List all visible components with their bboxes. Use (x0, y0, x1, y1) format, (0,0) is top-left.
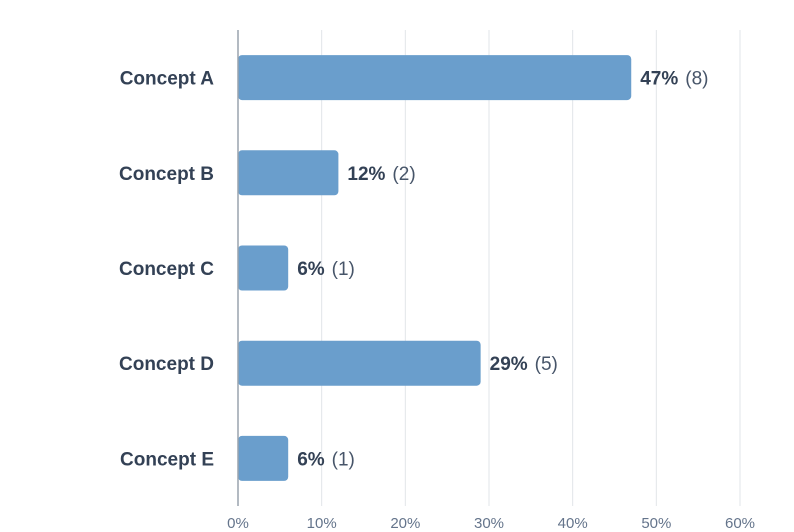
x-tick-label: 0% (227, 515, 249, 532)
x-tick-label: 40% (558, 515, 588, 532)
value-percent: 12% (347, 164, 385, 185)
value-percent: 29% (490, 354, 528, 375)
value-label: 29% (5) (490, 354, 558, 375)
x-tick-label: 20% (390, 515, 420, 532)
value-count: (1) (332, 259, 355, 280)
category-label: Concept A (120, 69, 215, 90)
value-count: (8) (685, 69, 708, 90)
category-label: Concept B (119, 164, 214, 185)
bar (238, 55, 632, 101)
x-tick-label: 60% (725, 515, 755, 532)
value-count: (2) (392, 164, 415, 185)
bars (238, 55, 632, 481)
bar (238, 245, 289, 291)
bar (238, 435, 289, 481)
value-labels: 47% (8) 12% (2) 6% (1) 29% (5) 6% (1) (297, 69, 708, 471)
category-label: Concept E (120, 449, 214, 470)
bar (238, 340, 481, 386)
value-count: (5) (535, 354, 558, 375)
value-label: 12% (2) (347, 164, 415, 185)
value-label: 6% (1) (297, 259, 355, 280)
category-label: Concept D (119, 354, 214, 375)
gridlines (321, 30, 741, 506)
x-tick-label: 30% (474, 515, 504, 532)
value-percent: 6% (297, 259, 325, 280)
category-label: Concept C (119, 259, 214, 280)
x-tick-labels: 0% 10% 20% 30% 40% 50% 60% (227, 515, 755, 532)
value-count: (1) (332, 449, 355, 470)
category-labels: Concept A Concept B Concept C Concept D Conc… (119, 69, 214, 471)
value-percent: 47% (640, 69, 678, 90)
value-label: 47% (8) (640, 69, 708, 90)
value-percent: 6% (297, 449, 325, 470)
bar (238, 150, 339, 196)
x-tick-label: 10% (307, 515, 337, 532)
x-tick-label: 50% (641, 515, 671, 532)
value-label: 6% (1) (297, 449, 355, 470)
